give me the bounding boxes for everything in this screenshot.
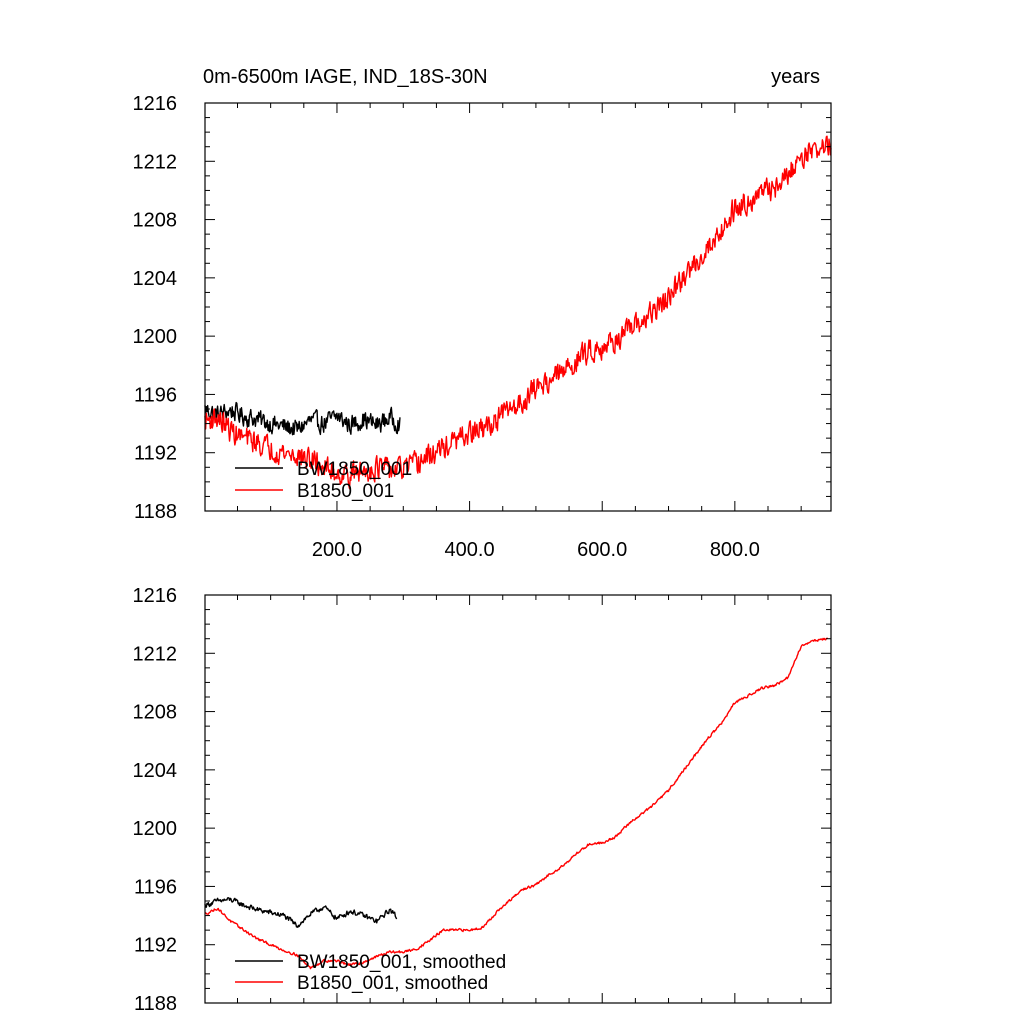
y-tick-label: 1204: [133, 268, 178, 290]
legend-label-1: B1850_001: [297, 481, 394, 502]
y-tick-label: 1208: [133, 210, 178, 232]
y-tick-label: 1192: [134, 935, 177, 957]
y-tick-label: 1208: [133, 702, 178, 724]
y-tick-label: 1216: [133, 585, 178, 607]
y-tick-label: 1188: [134, 501, 177, 523]
top-panel: 0m-6500m IAGE, IND_18S-30N years 1188 119…: [133, 66, 832, 561]
series-line-bw1850: [204, 401, 401, 436]
x-tick-label: 400.0: [445, 539, 495, 561]
legend: BW1850_001 B1850_001: [235, 459, 412, 502]
y-tick-label: 1200: [133, 326, 178, 348]
units-label: years: [771, 66, 820, 88]
legend-label-0: BW1850_001: [297, 459, 412, 480]
x-tick-label: 200.0: [312, 539, 362, 561]
y-tick-label: 1204: [133, 760, 178, 782]
y-tick-label: 1192: [134, 443, 177, 465]
x-tick-label: 600.0: [577, 539, 627, 561]
x-tick-label: 800.0: [710, 539, 760, 561]
legend: BW1850_001, smoothed B1850_001, smoothed: [235, 952, 506, 994]
y-tick-label: 1196: [134, 384, 177, 406]
legend-label-0: BW1850_001, smoothed: [297, 952, 506, 973]
y-tick-label: 1200: [133, 818, 178, 840]
bottom-panel: 1188 1192 1196 1200 1204 1208 1212 1216 BW1850_…: [133, 585, 832, 1015]
series-line-b1850: [204, 135, 832, 490]
legend-label-1: B1850_001, smoothed: [297, 973, 488, 994]
y-tick-label: 1196: [134, 876, 177, 898]
y-tick-label: 1212: [133, 151, 178, 173]
y-tick-label: 1212: [133, 643, 178, 665]
y-tick-label: 1216: [133, 93, 178, 115]
series-line-b1850: [204, 637, 829, 970]
plot-frame: [204, 594, 832, 1004]
series-line-bw1850: [204, 897, 398, 929]
panel-title: 0m-6500m IAGE, IND_18S-30N: [203, 66, 488, 88]
y-tick-label: 1188: [134, 993, 177, 1015]
